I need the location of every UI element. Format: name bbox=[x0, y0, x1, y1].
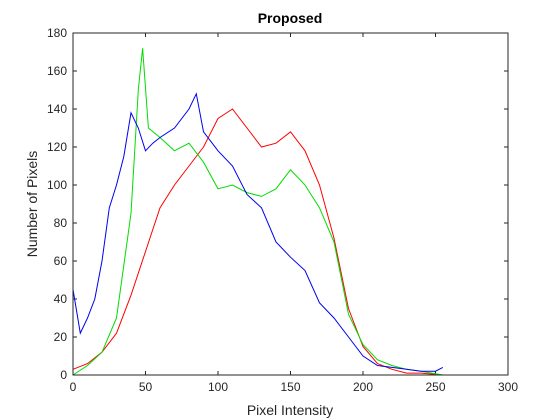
y-tick-label: 120 bbox=[47, 140, 67, 154]
plot-area bbox=[72, 32, 509, 376]
green-series-line bbox=[72, 48, 443, 376]
axis-ticks: 0 50 100 150 200 250 300 0 20 40 60 80 100 120 140 160 1… bbox=[47, 26, 518, 394]
y-tick-label: 0 bbox=[60, 368, 67, 382]
y-tick-label: 80 bbox=[54, 216, 68, 230]
y-axis-label: Number of Pixels bbox=[24, 151, 40, 258]
y-tick-label: 40 bbox=[54, 292, 68, 306]
y-tick-label: 100 bbox=[47, 178, 67, 192]
y-tick-label: 20 bbox=[54, 330, 68, 344]
blue-series-line bbox=[72, 92, 444, 372]
red-series-line bbox=[72, 108, 443, 376]
y-tick-label: 140 bbox=[47, 102, 67, 116]
chart-title: Proposed bbox=[258, 10, 323, 26]
x-tick-label: 50 bbox=[139, 380, 153, 394]
x-tick-label: 150 bbox=[280, 380, 300, 394]
x-axis-label: Pixel Intensity bbox=[247, 402, 333, 418]
x-tick-label: 200 bbox=[353, 380, 373, 394]
x-tick-label: 0 bbox=[70, 380, 77, 394]
x-tick-label: 100 bbox=[208, 380, 228, 394]
x-tick-label: 300 bbox=[498, 380, 518, 394]
y-tick-label: 60 bbox=[54, 254, 68, 268]
series-layer bbox=[72, 48, 444, 376]
y-tick-label: 160 bbox=[47, 64, 67, 78]
y-tick-label: 180 bbox=[47, 26, 67, 40]
x-tick-label: 250 bbox=[425, 380, 445, 394]
